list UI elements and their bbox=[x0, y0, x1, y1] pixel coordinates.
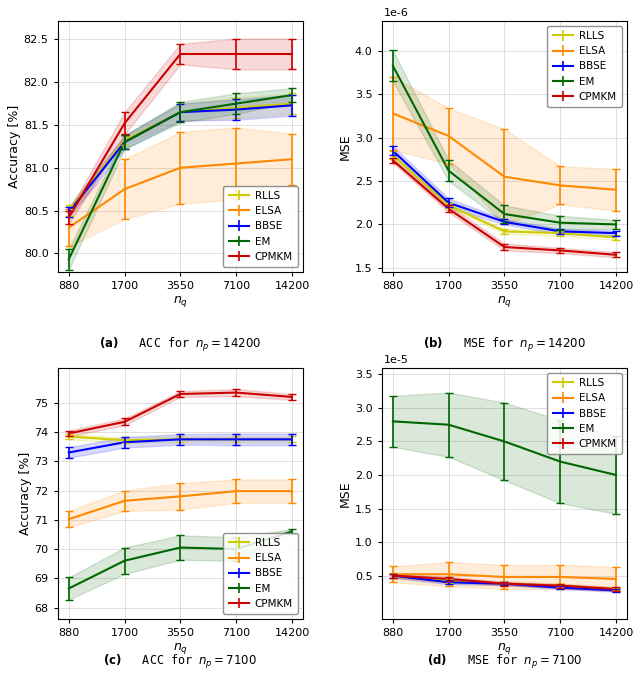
X-axis label: $n_q$: $n_q$ bbox=[173, 294, 188, 309]
Legend: RLLS, ELSA, BBSE, EM, CPMKM: RLLS, ELSA, BBSE, EM, CPMKM bbox=[547, 373, 622, 454]
Y-axis label: MSE: MSE bbox=[339, 480, 352, 507]
Y-axis label: MSE: MSE bbox=[339, 133, 352, 160]
X-axis label: $n_q$: $n_q$ bbox=[173, 641, 188, 656]
Y-axis label: Accuracy [%]: Accuracy [%] bbox=[8, 105, 21, 188]
Text: 1e-6: 1e-6 bbox=[384, 8, 409, 18]
Legend: RLLS, ELSA, BBSE, EM, CPMKM: RLLS, ELSA, BBSE, EM, CPMKM bbox=[547, 26, 622, 107]
Text: 1e-5: 1e-5 bbox=[384, 355, 409, 365]
Legend: RLLS, ELSA, BBSE, EM, CPMKM: RLLS, ELSA, BBSE, EM, CPMKM bbox=[223, 533, 298, 614]
Text: $\bf{(b)}$   MSE for $n_p = 14200$: $\bf{(b)}$ MSE for $n_p = 14200$ bbox=[423, 336, 586, 354]
Y-axis label: Accuracy [%]: Accuracy [%] bbox=[19, 452, 31, 535]
Text: $\bf{(d)}$   MSE for $n_p = 7100$: $\bf{(d)}$ MSE for $n_p = 7100$ bbox=[427, 653, 582, 671]
Legend: RLLS, ELSA, BBSE, EM, CPMKM: RLLS, ELSA, BBSE, EM, CPMKM bbox=[223, 186, 298, 267]
X-axis label: $n_q$: $n_q$ bbox=[497, 641, 512, 656]
X-axis label: $n_q$: $n_q$ bbox=[497, 294, 512, 309]
Text: $\bf{(c)}$   ACC for $n_p = 7100$: $\bf{(c)}$ ACC for $n_p = 7100$ bbox=[103, 653, 257, 671]
Text: $\bf{(a)}$   ACC for $n_p = 14200$: $\bf{(a)}$ ACC for $n_p = 14200$ bbox=[99, 336, 262, 354]
